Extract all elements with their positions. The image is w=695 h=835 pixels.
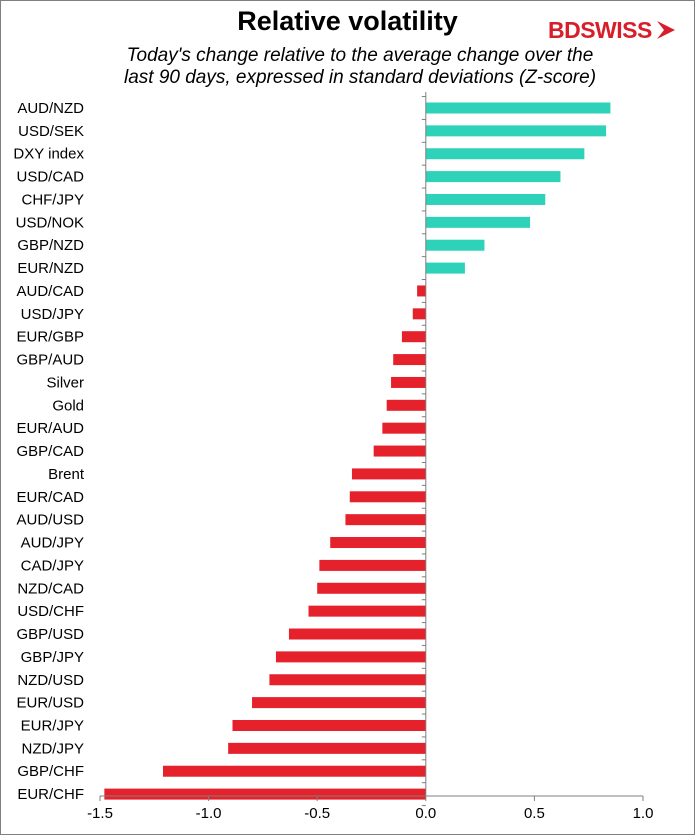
- bar: [252, 697, 426, 709]
- chart-subtitle-line-1: Today's change relative to the average c…: [126, 45, 594, 66]
- category-label: GBP/USD: [16, 626, 84, 643]
- category-label: GBP/NZD: [17, 237, 84, 254]
- bar: [425, 125, 607, 137]
- category-label: EUR/CAD: [16, 489, 84, 506]
- category-label: NZD/USD: [17, 672, 84, 689]
- category-label: GBP/CAD: [16, 443, 84, 460]
- category-label: EUR/USD: [16, 695, 84, 712]
- category-label: EUR/NZD: [17, 260, 84, 277]
- bar: [425, 216, 531, 228]
- x-tick-label: -1.5: [87, 805, 113, 822]
- bar: [317, 582, 426, 594]
- category-label: EUR/JPY: [21, 717, 84, 734]
- bar: [351, 468, 426, 480]
- bar: [232, 719, 426, 731]
- bar: [412, 308, 426, 320]
- x-tick-label: -0.5: [304, 805, 330, 822]
- category-label: USD/CHF: [17, 603, 84, 620]
- arrow-chevron-icon: [656, 21, 675, 39]
- bar: [228, 742, 426, 754]
- bar: [425, 102, 611, 114]
- bar: [345, 514, 426, 526]
- bar: [401, 331, 426, 343]
- x-tick-label: -1.0: [196, 805, 222, 822]
- bar: [425, 239, 485, 251]
- bar: [386, 399, 426, 411]
- category-label: GBP/JPY: [21, 649, 84, 666]
- x-tick-label: 1.0: [633, 805, 654, 822]
- category-label: DXY index: [13, 146, 84, 163]
- category-label: AUD/CAD: [16, 283, 84, 300]
- chart-title: Relative volatility: [237, 6, 458, 36]
- bar: [373, 445, 426, 457]
- bar: [308, 605, 426, 617]
- category-label: GBP/AUD: [16, 352, 84, 369]
- category-label: GBP/CHF: [17, 763, 84, 780]
- category-label: AUD/USD: [16, 512, 84, 529]
- category-label: EUR/CHF: [17, 786, 84, 803]
- bar: [319, 559, 426, 571]
- category-label: NZD/JPY: [21, 740, 84, 757]
- category-label: EUR/GBP: [16, 329, 84, 346]
- bar: [425, 148, 585, 160]
- category-label: AUD/NZD: [17, 100, 84, 117]
- category-label: Silver: [46, 374, 84, 391]
- bar: [162, 765, 426, 777]
- bar: [349, 491, 426, 503]
- bar: [382, 422, 426, 434]
- category-label: CHF/JPY: [21, 191, 84, 208]
- category-label: Brent: [48, 466, 85, 483]
- category-label: Gold: [52, 397, 84, 414]
- bar: [269, 674, 426, 686]
- bar: [275, 651, 426, 663]
- category-label: USD/NOK: [16, 214, 84, 231]
- bar: [288, 628, 426, 640]
- bar: [391, 376, 426, 388]
- bar: [393, 354, 426, 366]
- category-label: EUR/AUD: [16, 420, 84, 437]
- brand-logo: BDSWISS: [548, 13, 677, 47]
- bar: [104, 788, 426, 800]
- x-tick-label: 0.5: [524, 805, 545, 822]
- bar: [425, 171, 561, 183]
- chart-subtitle-line-2: last 90 days, expressed in standard devi…: [123, 67, 597, 88]
- category-label: USD/JPY: [21, 306, 84, 323]
- x-tick-label: 0.0: [415, 805, 436, 822]
- bar: [425, 193, 546, 205]
- bar: [330, 537, 426, 549]
- category-label: AUD/JPY: [21, 535, 84, 552]
- category-label: USD/CAD: [16, 169, 84, 186]
- category-label: NZD/CAD: [17, 580, 84, 597]
- category-label: CAD/JPY: [21, 557, 84, 574]
- brand-logo-text: BDSWISS: [548, 16, 652, 43]
- category-label: USD/SEK: [18, 123, 84, 140]
- bar: [417, 285, 426, 297]
- bar: [425, 262, 465, 274]
